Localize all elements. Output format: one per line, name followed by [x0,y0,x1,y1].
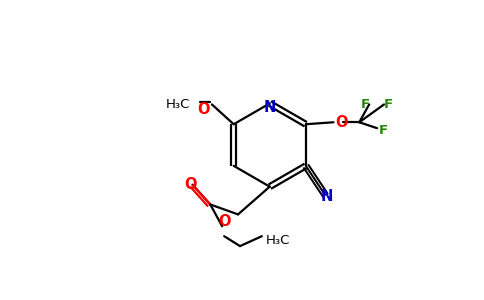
Text: O: O [197,102,210,117]
Text: F: F [383,98,393,112]
Text: O: O [184,177,197,192]
Text: F: F [361,98,370,112]
Text: F: F [379,124,388,137]
Text: N: N [320,190,333,205]
Text: O: O [218,214,230,229]
Text: H₃C: H₃C [266,234,290,247]
Text: O: O [335,115,348,130]
Text: H₃C: H₃C [166,98,190,112]
Text: N: N [264,100,276,116]
